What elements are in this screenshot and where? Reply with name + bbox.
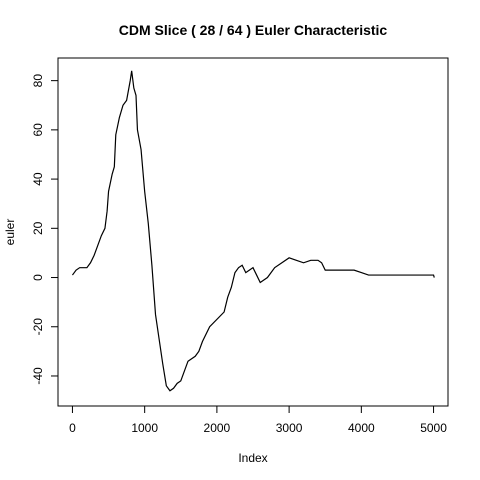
x-tick-label: 2000	[204, 421, 231, 435]
x-tick-label: 3000	[276, 421, 303, 435]
y-axis-label: euler	[3, 219, 17, 246]
x-tick-label: 5000	[420, 421, 447, 435]
x-tick-label: 4000	[348, 421, 375, 435]
y-tick-label: 40	[31, 172, 45, 186]
x-axis-label: Index	[238, 451, 267, 465]
y-tick-label: -20	[31, 318, 45, 336]
data-line	[71, 70, 435, 392]
y-tick-label: 80	[31, 74, 45, 88]
x-tick-label: 0	[69, 421, 76, 435]
y-tick-label: 0	[31, 274, 45, 281]
chart-title: CDM Slice ( 28 / 64 ) Euler Characterist…	[119, 22, 388, 38]
x-tick-label: 1000	[131, 421, 158, 435]
y-tick-label: -40	[31, 367, 45, 385]
y-tick-label: 60	[31, 123, 45, 137]
plot-box	[57, 57, 449, 407]
y-tick-label: 20	[31, 221, 45, 235]
